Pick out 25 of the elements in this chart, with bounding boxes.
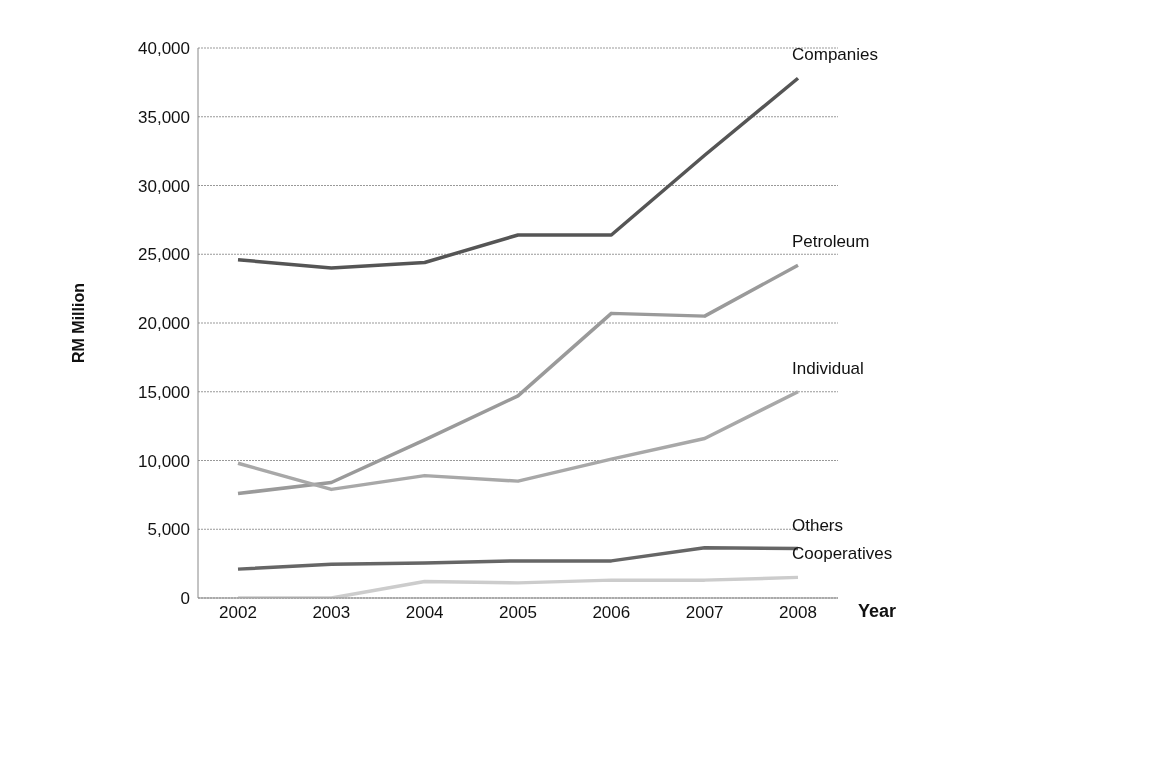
x-tick-label: 2005 <box>499 603 537 623</box>
series-label: Others <box>792 515 844 535</box>
x-tick-label: 2002 <box>219 603 257 623</box>
y-tick-label: 40,000 <box>138 39 190 59</box>
series-label: Companies <box>792 45 878 65</box>
x-tick-label: 2008 <box>779 603 817 623</box>
y-tick-label: 25,000 <box>138 245 190 265</box>
x-tick-label: 2004 <box>405 603 444 623</box>
series-label: Cooperatives <box>792 544 893 564</box>
x-tick-label: 2007 <box>685 603 724 623</box>
y-tick-label: 10,000 <box>138 451 190 471</box>
y-tick-label: 0 <box>180 589 190 609</box>
y-tick-label: 15,000 <box>138 382 190 402</box>
x-axis-title: Year <box>858 601 897 622</box>
x-tick-label: 2006 <box>592 603 631 623</box>
y-tick-label: 20,000 <box>138 314 190 334</box>
y-axis-title: RM Million <box>69 283 87 363</box>
y-tick-label: 30,000 <box>138 176 190 196</box>
line-series <box>236 390 800 492</box>
y-tick-label: 35,000 <box>138 107 190 127</box>
x-tick-label: 2003 <box>312 603 351 623</box>
series-label: Individual <box>792 358 864 378</box>
line-series <box>236 575 800 598</box>
series-label: Petroleum <box>792 232 870 252</box>
y-tick-label: 5,000 <box>147 520 190 540</box>
